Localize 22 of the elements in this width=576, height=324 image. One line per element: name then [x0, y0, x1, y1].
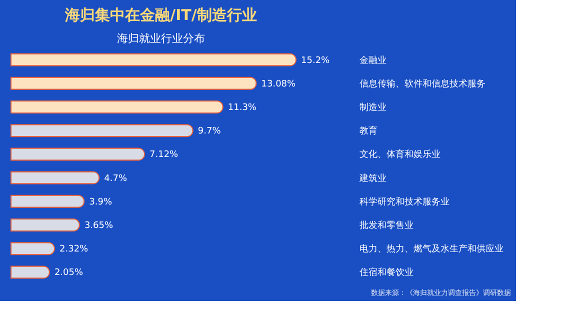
data-label: 2.32% [60, 244, 89, 255]
data-label: 13.08% [261, 79, 296, 90]
y-tick-label: 电力、热力、燃气及水生产和供应业 [360, 244, 504, 255]
chart-title: 海归集中在金融/IT/制造行业 [64, 6, 257, 24]
y-tick-label: 建筑业 [358, 172, 386, 184]
chart-subtitle: 海归就业行业分布 [117, 32, 205, 45]
y-tick-label: 教育 [360, 126, 378, 137]
y-tick-label: 制造业 [360, 102, 386, 113]
y-tick-label: 批发和零售业 [360, 220, 414, 231]
data-label: 2.05% [54, 268, 84, 278]
data-label: 3.65% [84, 221, 114, 231]
y-tick-label: 信息传输、软件和信息技术服务 [360, 78, 486, 90]
data-label: 4.7% [104, 174, 128, 184]
y-tick-label: 住宿和餐饮业 [360, 267, 414, 278]
y-tick-label: 文化、体育和娱乐业 [360, 149, 440, 160]
data-label: 7.12% [150, 150, 179, 160]
y-tick-label: 金融业 [360, 54, 386, 66]
data-label: 3.9% [89, 197, 112, 208]
data-label: 11.3% [228, 103, 257, 113]
y-tick-label: 科学研究和技术服务业 [360, 196, 450, 208]
data-label: 15.2% [301, 56, 330, 66]
data-label: 9.7% [198, 126, 222, 137]
